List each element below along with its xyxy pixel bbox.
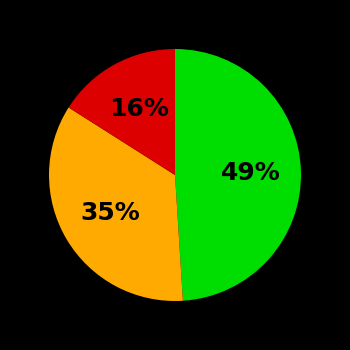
Wedge shape bbox=[69, 49, 175, 175]
Wedge shape bbox=[175, 49, 301, 301]
Wedge shape bbox=[49, 107, 183, 301]
Text: 49%: 49% bbox=[221, 161, 280, 185]
Text: 16%: 16% bbox=[108, 97, 168, 121]
Text: 35%: 35% bbox=[80, 202, 140, 225]
